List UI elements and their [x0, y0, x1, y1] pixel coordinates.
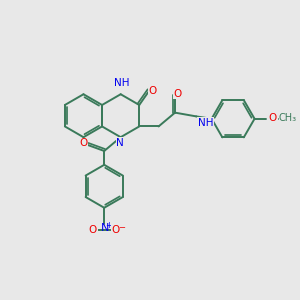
- Text: CH₃: CH₃: [278, 113, 296, 124]
- Text: N: N: [116, 137, 124, 148]
- Text: O: O: [269, 113, 277, 123]
- Text: NH: NH: [198, 118, 213, 128]
- Text: O: O: [80, 139, 88, 148]
- Text: O: O: [111, 225, 120, 236]
- Text: N: N: [100, 223, 109, 233]
- Text: NH: NH: [114, 78, 130, 88]
- Text: O: O: [89, 225, 97, 236]
- Text: O: O: [174, 88, 182, 99]
- Text: −: −: [118, 223, 126, 232]
- Text: +: +: [105, 221, 112, 230]
- Text: O: O: [149, 85, 157, 96]
